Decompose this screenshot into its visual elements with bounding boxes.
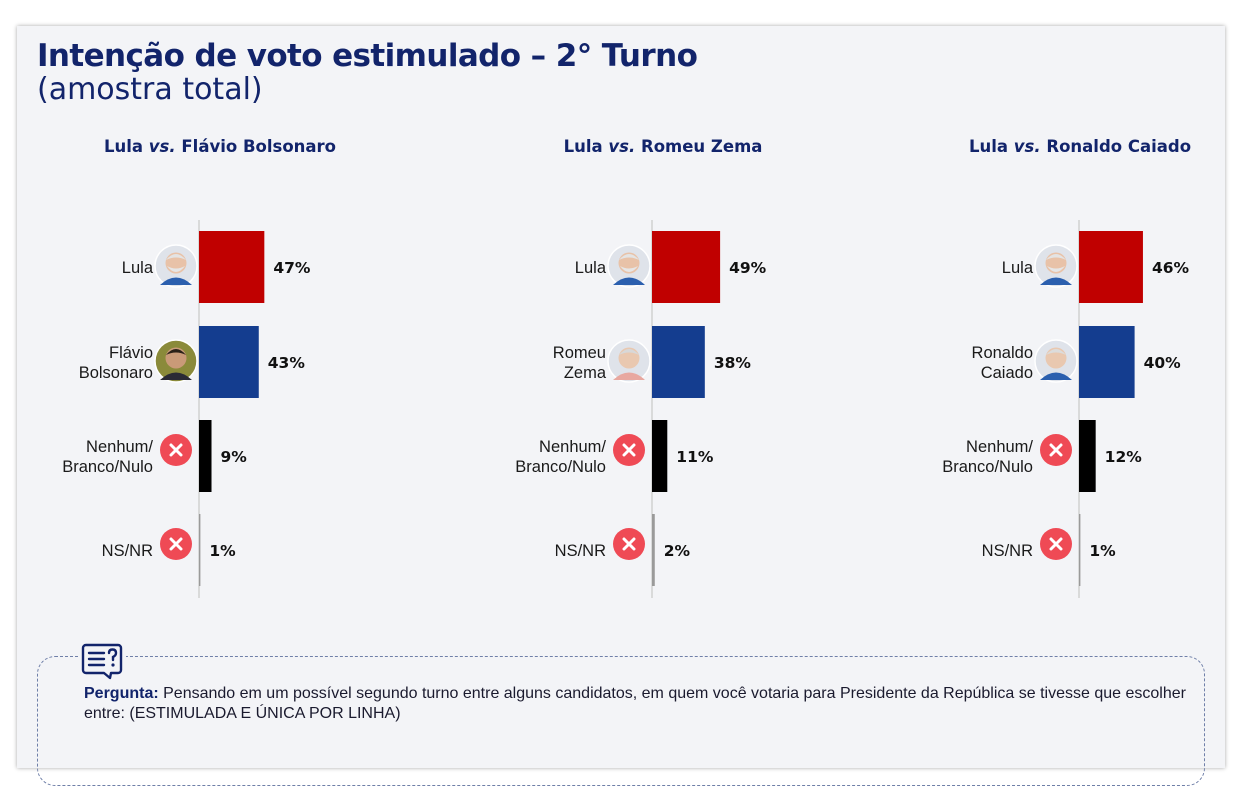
panel-title-caiado: Lula vs. Ronaldo Caiado	[880, 137, 1242, 156]
category-label-line: Lula	[575, 259, 607, 277]
chart-panel-2: 49% Lula 38% Romeu Zema 11% Nenhum/Branco/Nulo…	[515, 220, 767, 598]
category-label: Lula	[1002, 259, 1034, 277]
page-title: Intenção de voto estimulado – 2° Turno	[37, 38, 698, 74]
bar	[199, 420, 212, 492]
category-label: Nenhum/Branco/Nulo	[62, 438, 153, 476]
question-body: Pensando em um possível segundo turno en…	[84, 685, 1186, 722]
category-label: Ronaldo Caiado	[972, 344, 1033, 382]
category-label-line: NS/NR	[555, 542, 606, 560]
panel-title-flavio: Lula vs. Flávio Bolsonaro	[20, 137, 420, 156]
category-label: NS/NR	[555, 542, 606, 560]
bar	[652, 514, 655, 586]
category-label-line: Lula	[1002, 259, 1034, 277]
lula-avatar	[154, 244, 198, 288]
panel-title-vs: vs.	[148, 137, 176, 156]
category-label-line: Flávio	[109, 344, 153, 362]
category-label-line: Lula	[122, 259, 154, 277]
category-label: Nenhum/Branco/Nulo	[942, 438, 1033, 476]
question-label: Pergunta:	[84, 685, 159, 702]
category-label-line: Ronaldo	[972, 344, 1033, 362]
category-label-line: Bolsonaro	[79, 364, 153, 382]
bar	[199, 514, 201, 586]
category-label-line: Zema	[564, 364, 607, 382]
x-circle-icon	[160, 434, 192, 466]
x-circle-icon	[1040, 434, 1072, 466]
bar	[1079, 231, 1143, 303]
page-subtitle: (amostra total)	[37, 72, 263, 107]
data-label: 40%	[1144, 354, 1182, 372]
bar	[652, 326, 705, 398]
panel-title-vs: vs.	[1013, 137, 1041, 156]
bar-charts: 47% Lula 43% Flávio Bolsonaro 9% Nenhum/Branco…	[62, 220, 1190, 598]
panel-title-part-1: Lula	[968, 137, 1009, 156]
panel-title-vs: vs.	[608, 137, 636, 156]
data-label: 9%	[221, 448, 248, 466]
chart-panel-3: 46% Lula 40% Ronaldo Caiado 12% Nenhum/Branco/…	[942, 220, 1190, 598]
x-circle-icon	[613, 528, 645, 560]
chart-panel-1: 47% Lula 43% Flávio Bolsonaro 9% Nenhum/Branco…	[62, 220, 311, 598]
bar	[1079, 420, 1096, 492]
bar	[199, 326, 259, 398]
bar	[652, 231, 721, 303]
data-label: 2%	[664, 542, 691, 560]
data-label: 1%	[1089, 542, 1116, 560]
category-label-line: Branco/Nulo	[515, 458, 606, 476]
bar	[1079, 514, 1081, 586]
data-label: 49%	[729, 259, 767, 277]
data-label: 43%	[268, 354, 306, 372]
category-label-line: Nenhum/	[966, 438, 1033, 456]
category-label: Romeu Zema	[553, 344, 607, 382]
category-label-line: Romeu	[553, 344, 606, 362]
data-label: 47%	[273, 259, 311, 277]
category-label: NS/NR	[982, 542, 1033, 560]
category-label-line: Caiado	[981, 364, 1033, 382]
category-label-line: Nenhum/	[86, 438, 153, 456]
panel-title-part-1: Lula	[103, 137, 144, 156]
flavio-bolsonaro-avatar	[154, 339, 198, 383]
romeu-zema-avatar	[607, 339, 651, 383]
bar	[1079, 326, 1135, 398]
x-circle-icon	[1040, 528, 1072, 560]
category-label: Lula	[122, 259, 154, 277]
data-label: 46%	[1152, 259, 1190, 277]
question-text: Pergunta: Pensando em um possível segund…	[84, 684, 1194, 724]
bar	[199, 231, 265, 303]
panel-title-part-3: Romeu Zema	[641, 137, 763, 156]
data-label: 38%	[714, 354, 752, 372]
category-label-line: Branco/Nulo	[62, 458, 153, 476]
lula-avatar	[607, 244, 651, 288]
bar	[652, 420, 668, 492]
category-label-line: NS/NR	[982, 542, 1033, 560]
category-label: NS/NR	[102, 542, 153, 560]
category-label: Nenhum/Branco/Nulo	[515, 438, 606, 476]
category-label-line: Branco/Nulo	[942, 458, 1033, 476]
category-label: Lula	[575, 259, 607, 277]
panel-title-zema: Lula vs. Romeu Zema	[463, 137, 863, 156]
category-label-line: Nenhum/	[539, 438, 606, 456]
data-label: 1%	[209, 542, 236, 560]
question-chat-icon	[80, 641, 126, 681]
x-circle-icon	[160, 528, 192, 560]
panel-title-part-3: Flávio Bolsonaro	[181, 137, 337, 156]
lula-avatar	[1034, 244, 1078, 288]
panel-title-part-3: Ronaldo Caiado	[1046, 137, 1192, 156]
ronaldo-caiado-avatar	[1034, 339, 1078, 383]
x-circle-icon	[613, 434, 645, 466]
data-label: 12%	[1105, 448, 1143, 466]
category-label: Flávio Bolsonaro	[79, 344, 153, 382]
category-label-line: NS/NR	[102, 542, 153, 560]
panel-title-part-1: Lula	[563, 137, 603, 156]
data-label: 11%	[676, 448, 714, 466]
